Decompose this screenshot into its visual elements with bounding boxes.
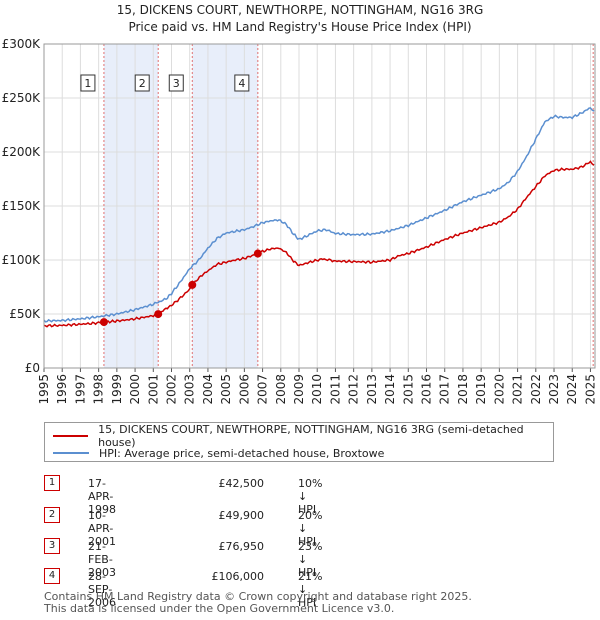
sale-number-label: 4 xyxy=(238,77,245,90)
transaction-number-badge: 4 xyxy=(44,568,60,584)
x-tick-label: 2020 xyxy=(492,374,506,405)
legend-item-hpi: HPI: Average price, semi-detached house,… xyxy=(53,445,384,461)
sale-point xyxy=(154,310,163,319)
x-tick-label: 2014 xyxy=(383,374,397,405)
x-tick-label: 2025 xyxy=(583,374,597,405)
plot-area xyxy=(43,43,596,369)
y-tick-label: £200K xyxy=(2,145,42,159)
x-tick-label: 2024 xyxy=(565,374,579,405)
chart-subtitle: Price paid vs. HM Land Registry's House … xyxy=(128,20,472,34)
x-tick-label: 1996 xyxy=(55,374,69,405)
sale-number-label: 3 xyxy=(173,77,180,90)
y-tick-label: £250K xyxy=(2,91,42,105)
legend-hpi-label: HPI: Average price, semi-detached house,… xyxy=(99,446,385,460)
transaction-hpi-diff: 21% ↓ HPI xyxy=(298,570,323,609)
x-tick-label: 2000 xyxy=(128,374,142,405)
x-tick-label: 2006 xyxy=(237,374,251,405)
x-tick-label: 2009 xyxy=(292,374,306,405)
legend: 15, DICKENS COURT, NEWTHORPE, NOTTINGHAM… xyxy=(44,422,554,462)
transaction-price: £42,500 xyxy=(218,477,265,490)
x-tick-label: 2016 xyxy=(420,374,434,405)
x-tick-label: 1995 xyxy=(37,374,51,405)
y-tick-label: £0 xyxy=(25,361,40,375)
x-tick-label: 2007 xyxy=(256,374,270,405)
x-tick-label: 2018 xyxy=(456,374,470,405)
transaction-number-badge: 3 xyxy=(44,538,60,554)
x-tick-label: 2008 xyxy=(274,374,288,405)
transaction-date: 10-APR-2001 xyxy=(88,509,116,548)
transaction-hpi-diff: 20% ↓ HPI xyxy=(298,509,323,548)
transaction-date: 17-APR-1998 xyxy=(88,477,116,516)
x-tick-label: 2004 xyxy=(201,374,215,405)
x-tick-label: 2015 xyxy=(401,374,415,405)
x-tick-label: 2003 xyxy=(183,374,197,405)
sale-number-label: 1 xyxy=(84,77,91,90)
sale-point xyxy=(253,249,262,258)
y-tick-label: £50K xyxy=(9,307,41,321)
x-tick-label: 2022 xyxy=(529,374,543,405)
x-tick-label: 2021 xyxy=(511,374,525,405)
chart-title: 15, DICKENS COURT, NEWTHORPE, NOTTINGHAM… xyxy=(116,3,484,17)
legend-property-swatch xyxy=(53,435,89,437)
transaction-date: 21-FEB-2003 xyxy=(88,540,116,579)
x-tick-label: 2002 xyxy=(165,374,179,405)
y-tick-label: £100K xyxy=(2,253,42,267)
transaction-price: £49,900 xyxy=(218,509,265,522)
sale-number-box xyxy=(134,74,150,92)
x-tick-label: 2001 xyxy=(146,374,160,405)
sale-number-box xyxy=(234,74,250,92)
sale-number-box xyxy=(80,74,96,92)
transaction-date: 28-SEP-2006 xyxy=(88,570,116,609)
transaction-number-badge: 2 xyxy=(44,507,60,523)
x-tick-label: 2012 xyxy=(347,374,361,405)
transaction-hpi-diff: 10% ↓ HPI xyxy=(298,477,323,516)
legend-property-label: 15, DICKENS COURT, NEWTHORPE, NOTTINGHAM… xyxy=(98,423,524,449)
x-tick-label: 1998 xyxy=(92,374,106,405)
transaction-price: £76,950 xyxy=(218,540,265,553)
x-tick-label: 2011 xyxy=(328,374,342,405)
transaction-number-badge: 1 xyxy=(44,475,60,491)
x-tick-label: 1997 xyxy=(73,374,87,405)
footer-copyright: Contains HM Land Registry data © Crown c… xyxy=(44,590,472,603)
sale-number-box xyxy=(168,74,184,92)
x-tick-label: 2019 xyxy=(474,374,488,405)
legend-hpi-swatch xyxy=(53,452,89,454)
property-series-line xyxy=(43,160,595,328)
x-tick-label: 2013 xyxy=(365,374,379,405)
sale-point xyxy=(188,280,197,289)
x-tick-label: 2005 xyxy=(219,374,233,405)
transaction-hpi-diff: 23% ↓ HPI xyxy=(298,540,323,579)
x-tick-label: 1999 xyxy=(110,374,124,405)
sale-number-label: 2 xyxy=(139,77,146,90)
sale-point xyxy=(99,318,108,327)
legend-item-property: 15, DICKENS COURT, NEWTHORPE, NOTTINGHAM… xyxy=(53,423,553,449)
x-tick-label: 2017 xyxy=(438,374,452,405)
hpi-series-line xyxy=(43,107,595,323)
transaction-price: £106,000 xyxy=(211,570,265,583)
x-tick-label: 2010 xyxy=(310,374,324,405)
footer-licence: This data is licensed under the Open Gov… xyxy=(44,602,395,615)
y-tick-label: £150K xyxy=(2,199,42,213)
price-chart: 1 2 3 4 £0 £50K £100K £150K £200K £250K £300K 1995… xyxy=(2,37,598,405)
y-tick-label: £300K xyxy=(2,37,42,51)
x-tick-label: 2023 xyxy=(547,374,561,405)
